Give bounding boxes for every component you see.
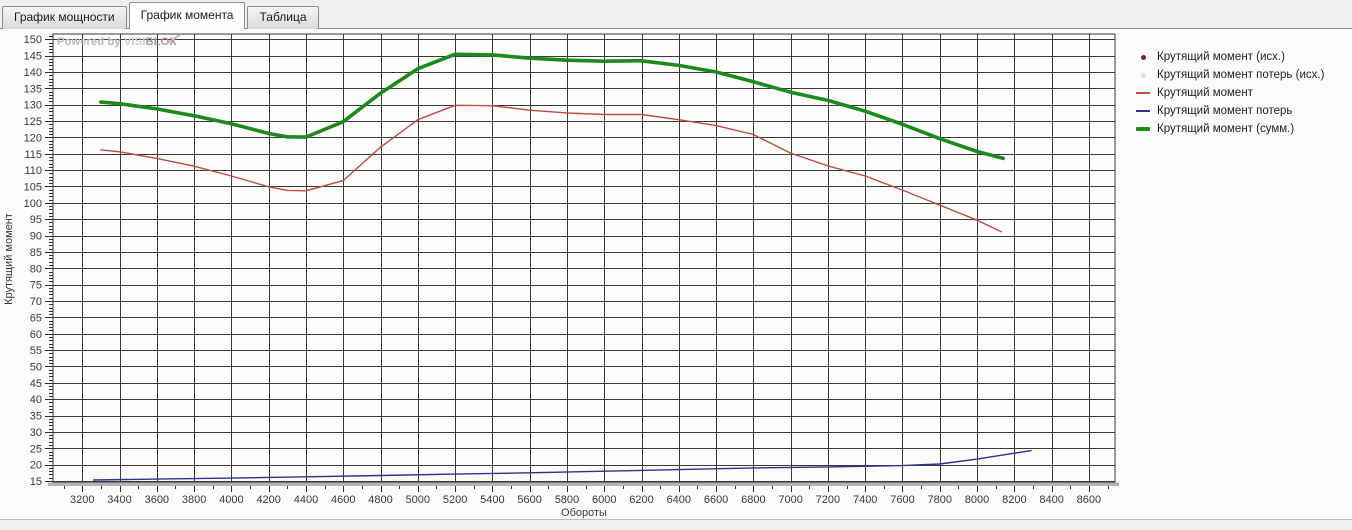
legend-item-label: Крутящий момент (исх.) bbox=[1157, 51, 1285, 63]
x-tick-label: 8400 bbox=[1039, 494, 1063, 506]
series-Крутящий момент bbox=[100, 104, 1002, 233]
y-tick-label: 25 bbox=[30, 443, 42, 455]
y-tick-label: 30 bbox=[30, 427, 42, 439]
legend-line-marker-icon bbox=[1135, 92, 1151, 94]
y-tick-label: 130 bbox=[24, 100, 42, 112]
y-tick-label: 135 bbox=[24, 83, 42, 95]
x-tick-label: 7400 bbox=[853, 494, 877, 506]
y-tick-label: 110 bbox=[24, 165, 42, 177]
x-tick-label: 7800 bbox=[928, 494, 952, 506]
x-tick-label: 7200 bbox=[816, 494, 840, 506]
legend-item-label: Крутящий момент bbox=[1157, 87, 1253, 99]
y-axis-title: Крутящий момент bbox=[3, 213, 15, 305]
x-tick-label: 7600 bbox=[890, 494, 914, 506]
x-tick-label: 4400 bbox=[294, 494, 318, 506]
tab-bar: График мощности График момента Таблица bbox=[2, 2, 321, 29]
legend-item[interactable]: Крутящий момент bbox=[1135, 84, 1324, 102]
tab-table[interactable]: Таблица bbox=[247, 6, 319, 29]
y-tick-label: 50 bbox=[30, 361, 42, 373]
tab-table-label: Таблица bbox=[259, 10, 307, 24]
y-tick-label: 15 bbox=[30, 476, 42, 488]
y-tick-label: 145 bbox=[24, 51, 42, 63]
series-Крутящий момент (сумм.) bbox=[99, 52, 1006, 161]
x-axis-title: Обороты bbox=[561, 507, 607, 519]
chart-pane: 15 20 25 30 35 40 45 50 55 60 65 70 75 80 85 90 95 100 105… bbox=[0, 28, 1352, 520]
tab-power-graph[interactable]: График мощности bbox=[2, 6, 127, 29]
y-tick-label: 150 bbox=[24, 34, 42, 46]
y-tick-label: 55 bbox=[30, 345, 42, 357]
y-tick-label: 95 bbox=[30, 214, 42, 226]
x-tick-label: 3200 bbox=[70, 494, 94, 506]
watermark-brand-blox: BLOX bbox=[145, 36, 177, 48]
tab-torque-graph[interactable]: График момента bbox=[128, 2, 246, 29]
tab-power-graph-label: График мощности bbox=[14, 10, 115, 24]
y-tick-label: 35 bbox=[30, 411, 42, 423]
y-tick-label: 45 bbox=[30, 378, 42, 390]
y-tick-label: 115 bbox=[24, 149, 42, 161]
series-Крутящий момент потерь bbox=[92, 449, 1032, 481]
x-tick-label: 5800 bbox=[555, 494, 579, 506]
legend-thick-marker-icon bbox=[1135, 127, 1151, 131]
y-tick-label: 75 bbox=[30, 280, 42, 292]
tab-torque-graph-label: График момента bbox=[140, 8, 234, 22]
legend-dot-marker-icon bbox=[1135, 72, 1151, 78]
x-tick-label: 6000 bbox=[592, 494, 616, 506]
x-tick-label: 3800 bbox=[182, 494, 206, 506]
legend-item[interactable]: Крутящий момент (исх.) bbox=[1135, 48, 1324, 66]
y-tick-label: 60 bbox=[30, 329, 42, 341]
legend-item-label: Крутящий момент (сумм.) bbox=[1157, 123, 1295, 135]
x-tick-label: 7000 bbox=[778, 494, 802, 506]
x-tick-label: 4600 bbox=[331, 494, 355, 506]
x-tick-label: 3600 bbox=[145, 494, 169, 506]
x-tick-label: 5400 bbox=[480, 494, 504, 506]
legend-item[interactable]: Крутящий момент (сумм.) bbox=[1135, 120, 1324, 138]
x-tick-label: 4000 bbox=[219, 494, 243, 506]
y-tick-label: 125 bbox=[24, 116, 42, 128]
x-axis-line bbox=[48, 482, 1119, 486]
x-tick-label: 6600 bbox=[704, 494, 728, 506]
x-tick-label: 6400 bbox=[667, 494, 691, 506]
legend-dot-marker-icon bbox=[1135, 54, 1151, 60]
y-tick-label: 40 bbox=[30, 394, 42, 406]
watermark-prefix: Powered by bbox=[57, 36, 124, 48]
x-tick-label: 5200 bbox=[443, 494, 467, 506]
legend-item-label: Крутящий момент потерь bbox=[1157, 105, 1293, 117]
y-tick-label: 105 bbox=[24, 181, 42, 193]
legend-line-marker-icon bbox=[1135, 110, 1151, 112]
x-tick-label: 6800 bbox=[741, 494, 765, 506]
x-tick-label: 6200 bbox=[629, 494, 653, 506]
y-tick-label: 80 bbox=[30, 263, 42, 275]
y-tick-label: 100 bbox=[24, 198, 42, 210]
y-tick-label: 140 bbox=[24, 67, 42, 79]
y-tick-label: 90 bbox=[30, 231, 42, 243]
x-tick-label: 5600 bbox=[517, 494, 541, 506]
legend-item[interactable]: Крутящий момент потерь (исх.) bbox=[1135, 66, 1324, 84]
y-tick-label: 70 bbox=[30, 296, 42, 308]
watermark-brand-visi: VISI bbox=[124, 36, 146, 48]
x-tick-label: 4200 bbox=[256, 494, 280, 506]
x-tick-label: 4800 bbox=[368, 494, 392, 506]
visiblox-watermark: Powered by VISIBLOX bbox=[57, 33, 194, 48]
legend-item-label: Крутящий момент потерь (исх.) bbox=[1157, 69, 1325, 81]
y-tick-label: 20 bbox=[30, 460, 42, 472]
torque-chart: 15 20 25 30 35 40 45 50 55 60 65 70 75 80 85 90 95 100 105… bbox=[24, 33, 1119, 506]
y-tick-label: 120 bbox=[24, 132, 42, 144]
y-tick-label: 85 bbox=[30, 247, 42, 259]
x-tick-label: 8600 bbox=[1077, 494, 1101, 506]
legend-item[interactable]: Крутящий момент потерь bbox=[1135, 102, 1324, 120]
plot-area bbox=[52, 33, 1116, 483]
y-tick-label: 65 bbox=[30, 312, 42, 324]
chart-legend: Крутящий момент (исх.) Крутящий момент по… bbox=[1135, 48, 1324, 138]
x-tick-label: 8200 bbox=[1002, 494, 1026, 506]
x-tick-label: 5000 bbox=[406, 494, 430, 506]
x-tick-label: 8000 bbox=[965, 494, 989, 506]
x-tick-label: 3400 bbox=[107, 494, 131, 506]
